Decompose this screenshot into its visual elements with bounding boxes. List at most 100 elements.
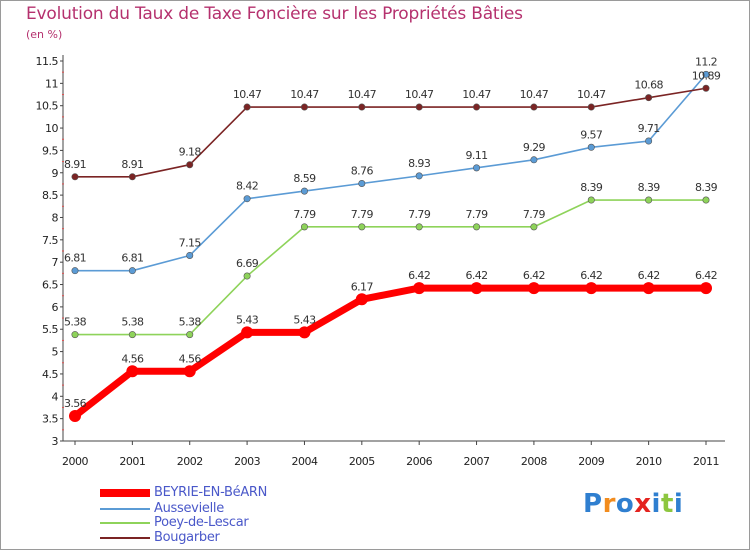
data-point [126, 365, 139, 378]
data-label: 10.47 [348, 88, 377, 101]
data-point [71, 267, 79, 275]
data-label: 9.71 [638, 122, 660, 135]
data-label: 7.15 [179, 236, 202, 249]
data-point [587, 196, 595, 204]
data-point [587, 103, 595, 111]
legend-label-aussevielle: Aussevielle [154, 501, 224, 516]
data-point [128, 173, 136, 181]
data-label: 3.56 [64, 397, 87, 410]
data-point [128, 331, 136, 339]
data-label: 10.47 [233, 88, 262, 101]
x-tick-label: 2010 [636, 455, 662, 468]
data-label: 7.79 [523, 208, 546, 221]
data-label: 8.39 [580, 181, 603, 194]
x-tick-label: 2002 [177, 455, 203, 468]
legend-label-beyrie: BEYRIE-EN-BéARN [154, 485, 268, 500]
y-tick-label: 10 [45, 122, 58, 135]
data-point [645, 196, 653, 204]
y-tick-label: 7.5 [42, 234, 58, 247]
legend-label-bougarber: Bougarber [154, 530, 220, 545]
data-label: 6.69 [236, 257, 259, 270]
data-label: 7.79 [465, 208, 488, 221]
data-label: 5.43 [293, 313, 316, 326]
logo-letter: x [634, 489, 652, 519]
data-label: 6.42 [523, 269, 545, 282]
data-point [530, 156, 538, 164]
data-label: 6.42 [580, 269, 602, 282]
y-tick-label: 3.5 [42, 413, 58, 426]
data-point [241, 326, 254, 339]
data-label: 11.2 [695, 55, 717, 68]
data-label: 8.39 [638, 181, 661, 194]
axes: 33.544.555.566.577.588.599.51010.51111.5… [36, 55, 725, 468]
x-tick-label: 2004 [291, 455, 317, 468]
data-point [69, 409, 81, 422]
y-tick-label: 11.5 [36, 55, 59, 68]
data-label: 7.79 [351, 208, 374, 221]
data-point [473, 164, 481, 172]
data-label: 9.18 [179, 146, 202, 159]
y-tick-label: 7 [52, 256, 59, 269]
logo-letter: i [651, 489, 661, 519]
data-label: 7.79 [408, 208, 431, 221]
data-label: 9.57 [580, 128, 603, 141]
data-label: 8.59 [293, 172, 316, 185]
data-label: 8.93 [408, 157, 431, 170]
data-label: 8.91 [64, 158, 86, 171]
legend-label-poey: Poey-de-Lescar [154, 515, 249, 530]
logo-letter: P [583, 489, 603, 519]
data-point [358, 179, 366, 187]
data-point [702, 196, 710, 204]
data-point [300, 187, 308, 195]
data-point [186, 251, 194, 259]
data-label: 5.38 [64, 316, 87, 329]
data-point [527, 282, 540, 295]
data-label: 8.91 [121, 158, 143, 171]
data-label: 5.38 [121, 316, 144, 329]
y-tick-label: 6 [52, 301, 59, 314]
x-tick-label: 2001 [119, 455, 145, 468]
data-label: 8.76 [351, 164, 374, 177]
series-layer [69, 70, 712, 422]
x-tick-label: 2007 [464, 455, 490, 468]
data-point [700, 282, 712, 295]
data-point [186, 161, 194, 169]
legend-swatch-aussevielle [100, 508, 150, 510]
logo-letter: r [602, 489, 616, 519]
x-tick-label: 2000 [62, 455, 88, 468]
x-tick-label: 2011 [693, 455, 719, 468]
data-point [470, 282, 483, 295]
data-label: 5.43 [236, 313, 259, 326]
data-label: 6.42 [695, 269, 717, 282]
data-label: 10.47 [520, 88, 549, 101]
data-point [473, 223, 481, 231]
data-label: 10.47 [405, 88, 434, 101]
data-labels: 6.81 6.81 7.15 8.42 8.59 8.76 8.93 9.11 9.29 9.57… [64, 55, 721, 410]
data-label: 10.47 [577, 88, 606, 101]
data-label: 8.39 [695, 181, 718, 194]
data-point [473, 103, 481, 111]
data-point [702, 70, 710, 78]
data-point [702, 84, 710, 92]
x-tick-label: 2009 [578, 455, 604, 468]
x-tick-label: 2008 [521, 455, 547, 468]
data-point [358, 223, 366, 231]
y-tick-label: 4.5 [42, 368, 58, 381]
data-point [585, 282, 598, 295]
y-tick-label: 11 [45, 77, 58, 90]
data-label: 10.68 [634, 79, 663, 92]
y-tick-label: 5 [52, 346, 59, 359]
y-tick-label: 5.5 [42, 323, 58, 336]
data-point [645, 137, 653, 145]
data-label: 5.38 [179, 316, 202, 329]
data-point [415, 103, 423, 111]
data-point [355, 293, 368, 306]
x-tick-label: 2003 [234, 455, 260, 468]
data-point [186, 331, 194, 339]
data-point [128, 267, 136, 275]
data-label: 10.47 [290, 88, 319, 101]
y-tick-label: 8.5 [42, 189, 58, 202]
series-line [74, 87, 707, 178]
data-point [415, 223, 423, 231]
